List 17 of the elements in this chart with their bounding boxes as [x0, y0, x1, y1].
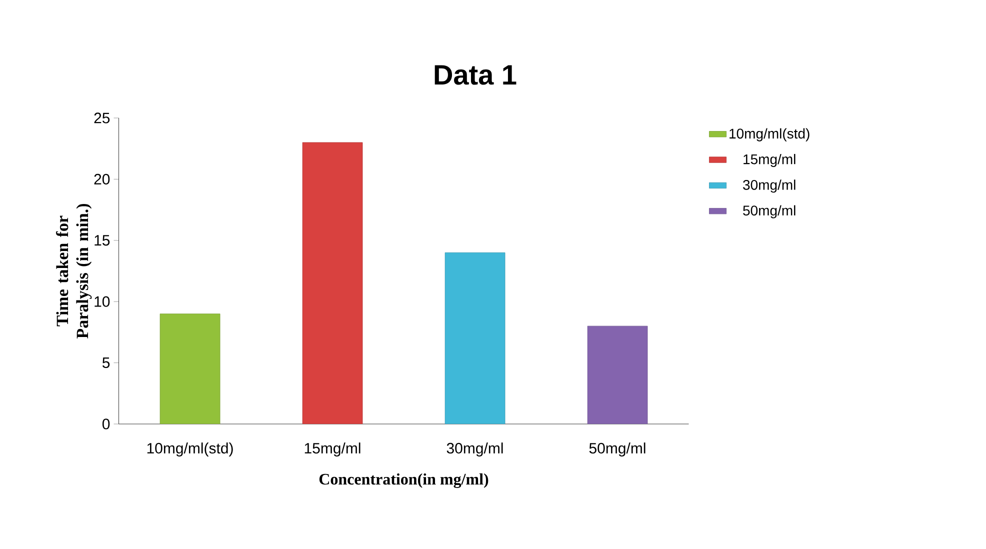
x-tick-label: 50mg/ml	[589, 442, 646, 456]
x-tick-label: 30mg/ml	[446, 442, 503, 456]
y-tick-label: 5	[102, 358, 110, 368]
x-axis-title: Concentration(in mg/ml)	[319, 473, 488, 488]
y-tick-label: 0	[102, 418, 110, 430]
legend-label: 15mg/ml	[744, 154, 796, 168]
x-tick-label: 15mg/ml	[304, 442, 360, 456]
legend-label: 30mg/ml	[743, 180, 796, 193]
y-tick-label: 25	[94, 112, 110, 124]
legend-label: 10mg/ml(std)	[730, 128, 810, 142]
legend-label: 50mg/ml	[743, 205, 796, 218]
y-tick-label: 15	[94, 235, 110, 246]
chart-title: Data 1	[434, 65, 516, 85]
y-tick-label: 20	[94, 174, 110, 184]
y-tick-label: 10	[94, 296, 110, 307]
x-tick-label: 10mg/ml(std)	[147, 442, 233, 456]
y-axis-title: Time taken for Paralysis (in min.)	[56, 204, 92, 338]
